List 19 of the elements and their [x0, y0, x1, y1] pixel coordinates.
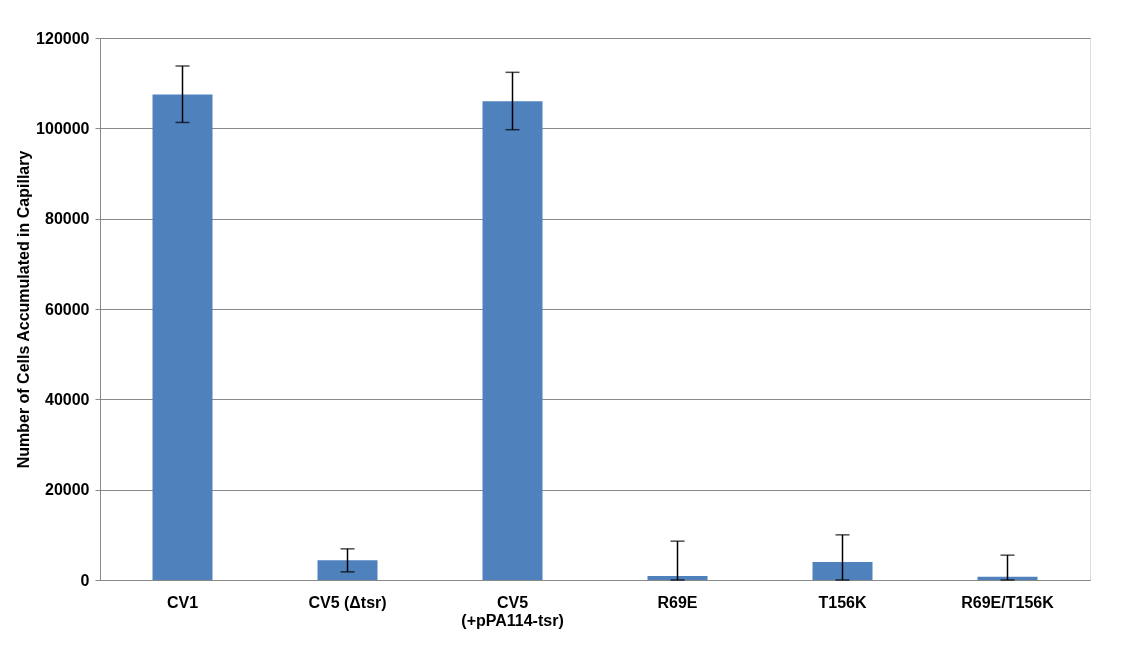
y-tick-label: 120000	[36, 29, 90, 47]
x-tick-label: T156K	[818, 593, 867, 611]
bar	[812, 561, 873, 580]
bar	[482, 101, 543, 580]
x-tick-label: CV1	[166, 593, 199, 611]
bar	[317, 560, 378, 580]
x-tick-label: R69E/T156K	[961, 593, 1055, 611]
bar	[152, 94, 213, 580]
x-tick-label: CV5 (Δtsr)	[308, 593, 387, 611]
y-axis-title: Number of Cells Accumulated in Capillary	[15, 150, 33, 469]
y-tick-label: 20000	[45, 481, 90, 499]
y-tick-label: 40000	[45, 390, 90, 408]
y-tick-label: 80000	[45, 210, 90, 228]
x-tick-label: CV5 (+pPA114-tsr)	[461, 593, 564, 629]
y-tick-label: 0	[80, 571, 90, 589]
y-tick-label: 100000	[36, 119, 90, 137]
x-tick-label: R69E	[657, 593, 698, 611]
bar	[647, 575, 708, 580]
y-tick-label: 60000	[45, 300, 90, 318]
